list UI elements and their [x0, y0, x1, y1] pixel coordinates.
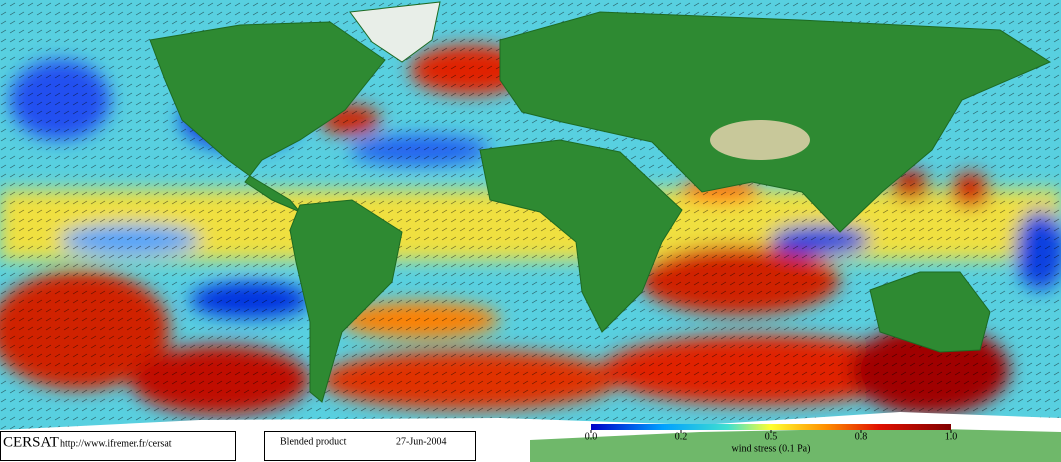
colorbar-tick-label: 0.5: [765, 431, 778, 442]
colorbar-tick-label: 0.0: [585, 431, 598, 442]
source-url: http://www.ifremer.fr/cersat: [60, 438, 172, 449]
logo: CERSAT: [3, 434, 59, 450]
product: Blended product: [280, 436, 347, 447]
source-box: [0, 431, 236, 461]
colorbar-label: wind stress (0.1 Pa): [732, 443, 811, 454]
colorbar-tick-label: 1.0: [945, 431, 958, 442]
land: [149, 1, 1052, 403]
antarctica-relief: [530, 428, 1061, 462]
date: 27-Jun-2004: [396, 436, 447, 447]
colorbar-tick-label: 0.2: [675, 431, 688, 442]
colorbar-tick-label: 0.8: [855, 431, 868, 442]
colorbar: [591, 424, 951, 430]
product-box: [264, 431, 476, 461]
